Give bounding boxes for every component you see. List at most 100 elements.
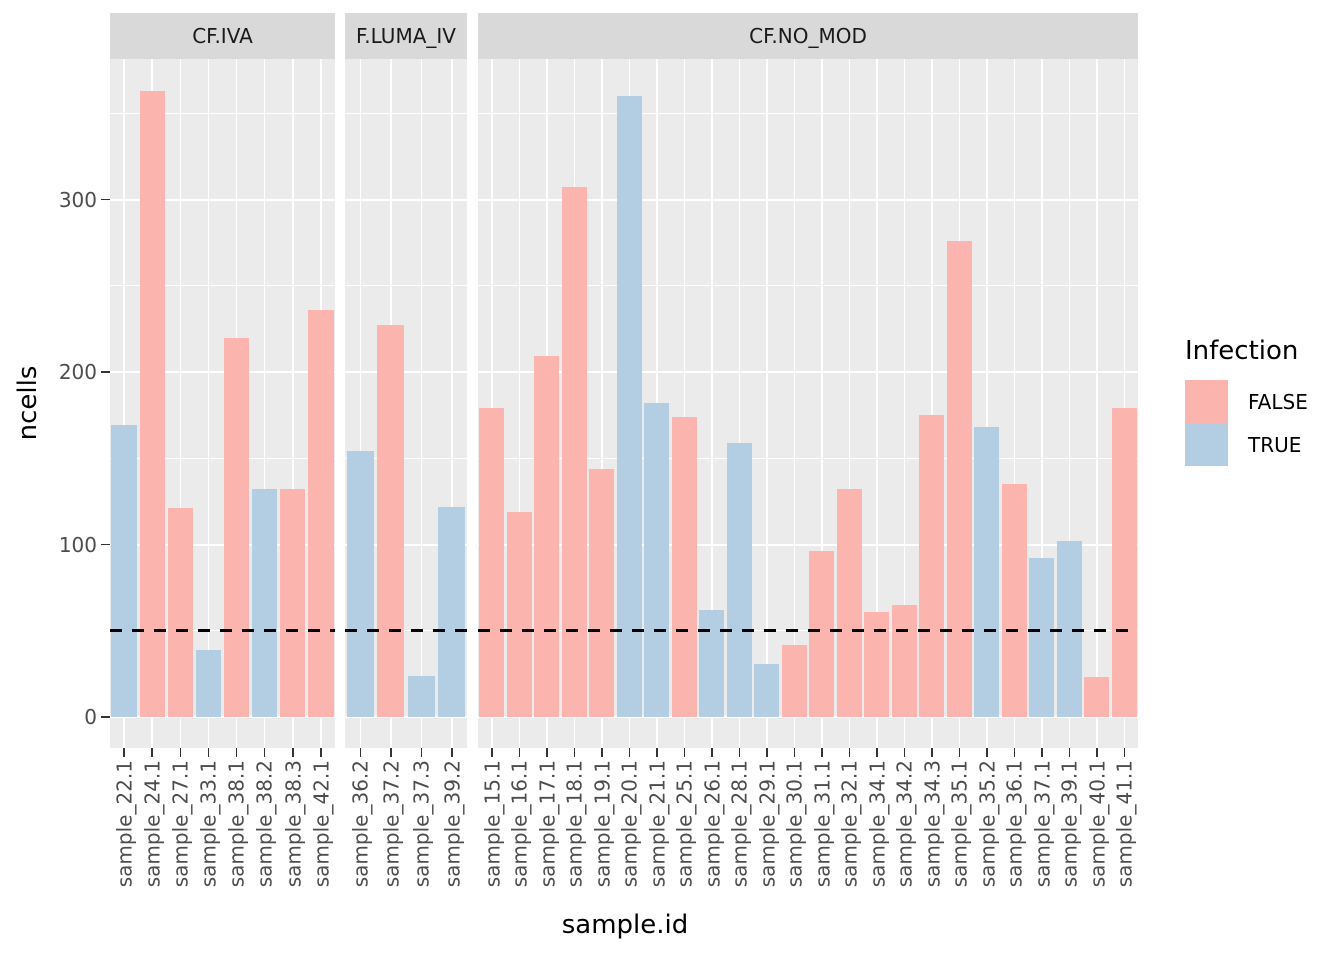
x-major-gridline: [263, 59, 266, 748]
x-axis-tick: [359, 748, 361, 757]
x-tick-label: sample_35.1: [947, 760, 972, 888]
bar-sample_41.1: [1111, 408, 1137, 717]
x-major-gridline: [518, 59, 520, 748]
x-major-gridline: [359, 59, 361, 748]
bar-sample_29.1: [754, 663, 780, 717]
x-axis-tick: [179, 748, 182, 757]
x-tick-label: sample_35.2: [974, 760, 999, 888]
x-axis-tick: [451, 748, 453, 757]
x-axis-tick: [656, 748, 658, 757]
bar-sample_27.1: [167, 508, 193, 717]
x-major-gridline: [179, 59, 182, 748]
x-tick-label: sample_41.1: [1112, 760, 1137, 888]
x-tick-label: sample_39.2: [439, 760, 464, 888]
x-tick-label: sample_30.1: [782, 760, 807, 888]
y-tick-label: 200: [58, 360, 97, 384]
bar-sample_36.1: [1001, 484, 1027, 717]
x-tick-label: sample_38.2: [252, 760, 277, 888]
x-tick-label: sample_37.2: [378, 760, 403, 888]
y-minor-gridline: [478, 112, 1138, 114]
legend-entries: FALSE TRUE: [1185, 380, 1308, 466]
x-axis-tick: [821, 748, 823, 757]
x-axis-tick: [766, 748, 768, 757]
x-major-gridline: [1041, 59, 1043, 748]
bar-sample_38.1: [223, 337, 250, 717]
x-major-gridline: [1013, 59, 1015, 748]
facet-panel-CF.NO_MOD: [478, 59, 1138, 748]
x-tick-label: sample_24.1: [140, 760, 165, 888]
y-axis-tick: [101, 371, 110, 373]
x-axis-tick: [292, 748, 294, 757]
x-tick-label: sample_20.1: [617, 760, 642, 888]
bar-sample_36.2: [346, 451, 374, 717]
x-axis-tick: [207, 748, 210, 757]
bar-sample_15.1: [479, 408, 505, 717]
bar-sample_31.1: [809, 551, 835, 717]
x-major-gridline: [207, 59, 210, 748]
y-major-gridline: [345, 543, 467, 546]
y-axis-tick: [101, 716, 110, 718]
y-minor-gridline: [345, 285, 467, 287]
bar-sample_38.2: [252, 489, 278, 717]
x-axis-tick: [683, 748, 685, 757]
y-tick-label: 100: [58, 532, 97, 557]
x-axis-tick: [1041, 748, 1043, 757]
x-major-gridline: [601, 59, 603, 748]
true-color-swatch: [1185, 423, 1228, 466]
bar-sample_16.1: [506, 511, 532, 717]
bar-sample_42.1: [308, 309, 334, 717]
x-major-gridline: [738, 59, 740, 748]
bar-sample_20.1: [616, 96, 642, 717]
x-axis-tick: [848, 748, 850, 757]
x-tick-label: sample_36.2: [348, 760, 373, 888]
threshold-line: [345, 629, 467, 633]
facet-strip-label: CF.NO_MOD: [749, 24, 867, 48]
x-tick-label: sample_26.1: [699, 760, 724, 888]
x-tick-label: sample_37.3: [409, 760, 434, 888]
x-axis-tick: [793, 748, 795, 757]
x-major-gridline: [821, 59, 823, 748]
y-axis-tick: [101, 198, 110, 201]
x-tick-label: sample_39.1: [1057, 760, 1082, 888]
y-major-gridline: [110, 716, 335, 718]
x-tick-label: sample_37.1: [1029, 760, 1054, 888]
y-major-gridline: [345, 198, 467, 201]
x-tick-label: sample_29.1: [754, 760, 779, 888]
x-major-gridline: [491, 59, 493, 748]
x-axis-tick: [320, 748, 322, 757]
threshold-line: [478, 629, 1138, 633]
x-tick-label: sample_40.1: [1084, 760, 1109, 888]
x-major-gridline: [1068, 59, 1070, 748]
x-axis-tick: [876, 748, 878, 757]
bar-sample_34.2: [891, 604, 917, 717]
y-minor-gridline: [478, 285, 1138, 287]
x-major-gridline: [683, 59, 685, 748]
x-tick-label: sample_21.1: [644, 760, 669, 888]
x-axis-title: sample.id: [561, 910, 689, 940]
threshold-line: [110, 629, 335, 633]
x-major-gridline: [766, 59, 768, 748]
x-axis-tick: [628, 748, 630, 757]
x-axis-tick: [518, 748, 520, 757]
bar-sample_24.1: [139, 90, 165, 717]
x-tick-label: sample_42.1: [308, 760, 333, 888]
x-axis-tick: [711, 748, 713, 757]
y-major-gridline: [478, 198, 1138, 201]
x-tick-label: sample_27.1: [168, 760, 193, 888]
x-tick-label: sample_17.1: [534, 760, 559, 888]
bar-sample_40.1: [1084, 677, 1110, 717]
x-major-gridline: [848, 59, 850, 748]
x-tick-label: sample_31.1: [809, 760, 834, 888]
x-axis-tick: [601, 748, 603, 757]
x-axis-tick: [491, 748, 493, 757]
facet-strip-label: F.LUMA_IV: [356, 24, 456, 48]
x-major-gridline: [1096, 59, 1098, 748]
x-axis-tick: [546, 748, 548, 757]
x-tick-label: sample_22.1: [112, 760, 137, 888]
legend-entry-FALSE: FALSE: [1185, 380, 1308, 423]
x-axis-tick: [1096, 748, 1098, 757]
x-axis-tick: [263, 748, 266, 757]
x-major-gridline: [292, 59, 294, 748]
bar-sample_26.1: [699, 610, 725, 717]
y-tick-label: 0: [84, 705, 97, 729]
